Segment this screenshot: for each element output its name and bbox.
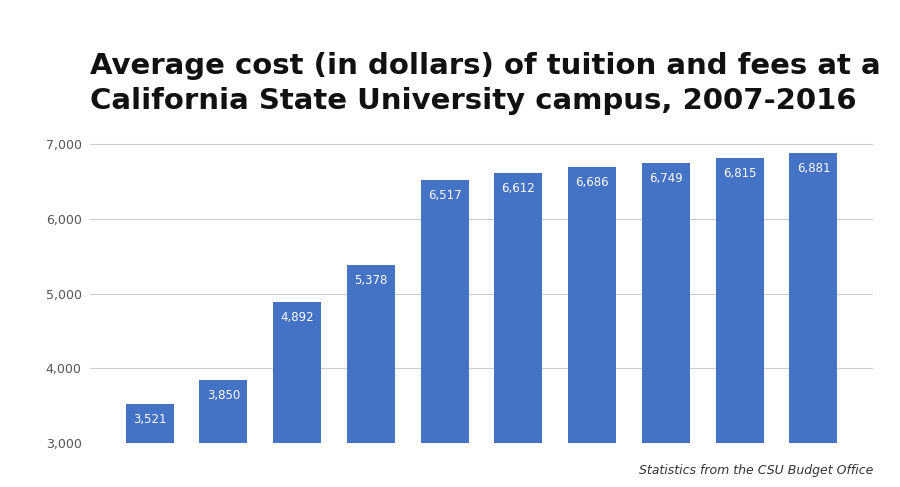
Text: 3,850: 3,850 (207, 389, 240, 402)
Text: 3,521: 3,521 (133, 413, 166, 426)
Text: 6,815: 6,815 (723, 167, 756, 180)
Text: 4,892: 4,892 (280, 311, 314, 323)
Bar (126, 404, 174, 487)
Bar (346, 265, 395, 487)
Bar (568, 168, 616, 487)
Bar (789, 153, 837, 487)
Text: 5,378: 5,378 (355, 274, 388, 287)
Text: Statistics from the CSU Budget Office: Statistics from the CSU Budget Office (639, 464, 873, 477)
Bar (642, 163, 690, 487)
Bar (420, 180, 469, 487)
Text: 6,881: 6,881 (796, 162, 830, 175)
Text: 6,517: 6,517 (428, 189, 462, 202)
Bar (200, 379, 248, 487)
Text: Average cost (in dollars) of tuition and fees at a
California State University c: Average cost (in dollars) of tuition and… (90, 52, 880, 114)
Text: 6,749: 6,749 (649, 171, 683, 185)
Text: 6,612: 6,612 (501, 182, 536, 195)
Bar (716, 158, 763, 487)
Text: 6,686: 6,686 (575, 176, 609, 189)
Bar (273, 301, 321, 487)
Bar (494, 173, 543, 487)
